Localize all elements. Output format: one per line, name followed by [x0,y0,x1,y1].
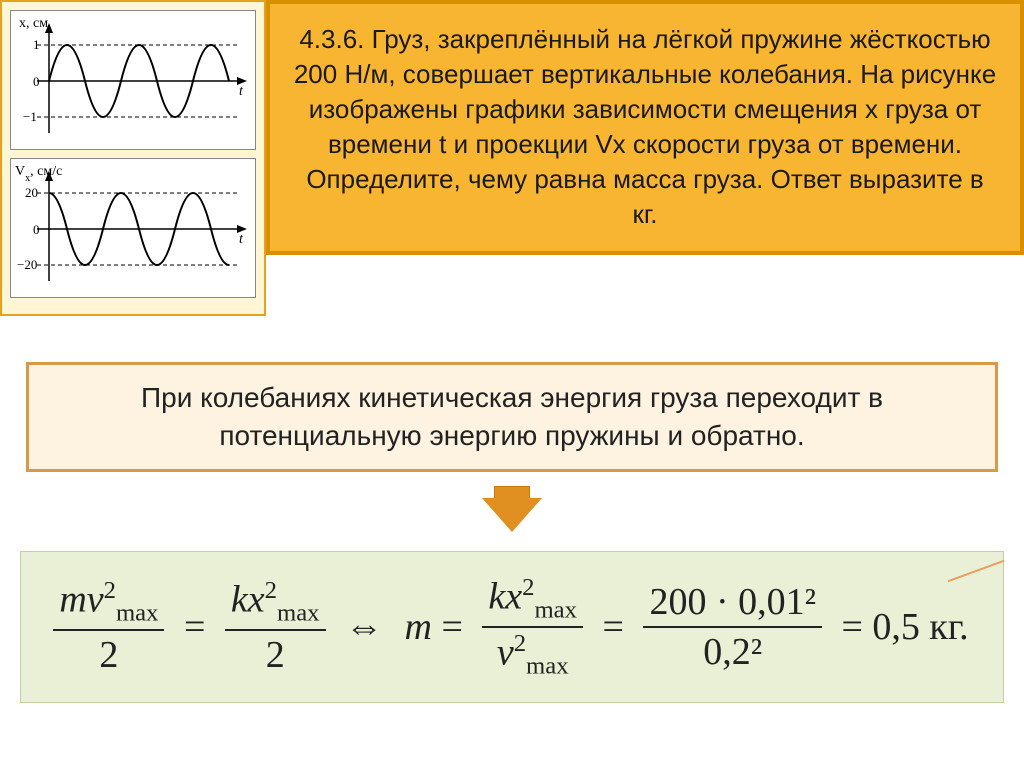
energy-formula: mv2max 2 = kx2max 2 ⇔ m = kx2max v2max =… [20,551,1004,704]
charts-panel: х, см 1 0 −1 t Vx, см/с 20 0 −20 t [0,0,266,316]
explanation-text: При колебаниях кинетическая энергия груз… [141,382,883,451]
vel-ylabel: Vx, см/с [15,164,62,184]
svg-text:20: 20 [25,185,38,200]
svg-text:−20: −20 [17,257,37,272]
svg-text:0: 0 [33,74,40,89]
svg-text:−1: −1 [23,109,37,124]
disp-ylabel: х, см [19,16,48,31]
numeric-numerator: 200 · 0,01² [643,580,822,628]
svg-text:t: t [239,232,244,247]
formula-result: = 0,5 кг. [841,606,968,648]
svg-text:t: t [239,84,244,99]
numeric-denominator: 0,2² [643,628,822,674]
svg-text:0: 0 [33,222,40,237]
velocity-chart: Vx, см/с 20 0 −20 t [10,158,256,298]
displacement-chart: х, см 1 0 −1 t [10,10,256,150]
problem-statement: 4.3.6. Груз, закреплённый на лёгкой пруж… [266,0,1024,255]
svg-text:1: 1 [33,37,40,52]
explanation-panel: При колебаниях кинетическая энергия груз… [26,362,998,472]
problem-text: 4.3.6. Груз, закреплённый на лёгкой пруж… [294,24,996,229]
